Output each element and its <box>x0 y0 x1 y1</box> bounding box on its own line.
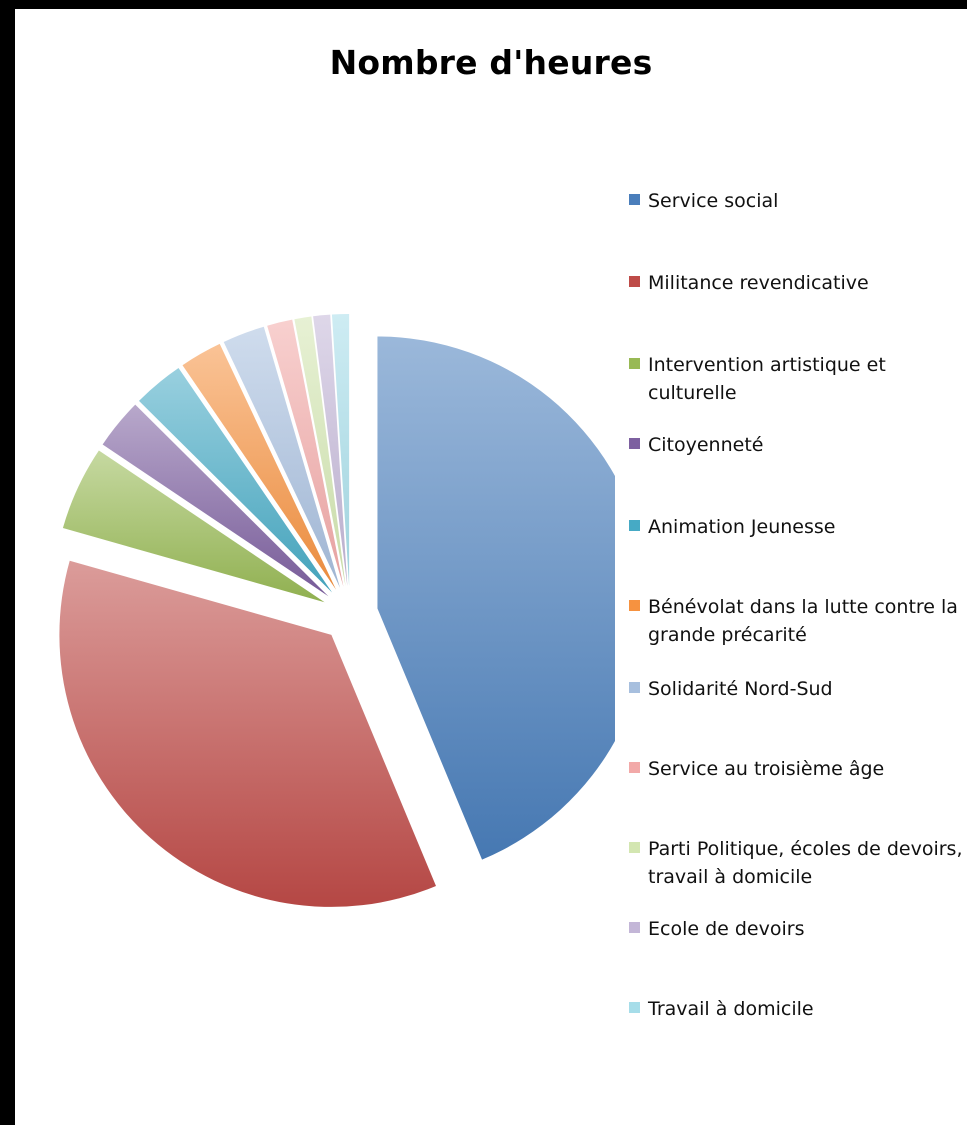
legend-label: Bénévolat dans la lutte contre la grande… <box>648 596 958 646</box>
pie-slice-3 <box>62 450 325 603</box>
legend-item: Travail à domicile <box>629 995 967 1023</box>
pie-slice-5 <box>138 367 333 593</box>
pie-chart <box>59 314 615 907</box>
legend-swatch <box>629 922 640 933</box>
legend-swatch <box>629 520 640 531</box>
legend-swatch <box>629 438 640 449</box>
chart-title: Nombre d'heures <box>329 43 653 82</box>
pie-slice-7 <box>223 326 341 588</box>
legend-item: Ecole de devoirs <box>629 915 967 943</box>
legend-label: Travail à domicile <box>648 998 814 1020</box>
legend-item: Service social <box>629 187 967 215</box>
pie-slice-9 <box>294 316 346 587</box>
legend-label: Animation Jeunesse <box>648 516 836 538</box>
legend-item: Citoyenneté <box>629 431 967 459</box>
legend-label: Service au troisième âge <box>648 758 885 780</box>
legend-label: Solidarité Nord-Sud <box>648 678 833 700</box>
legend-swatch <box>629 600 640 611</box>
legend-item: Service au troisième âge <box>629 755 967 783</box>
legend-item: Intervention artistique et culturelle <box>629 351 967 407</box>
pie-slice-10 <box>313 314 348 587</box>
legend-swatch <box>629 842 640 853</box>
legend-label: Citoyenneté <box>648 434 764 456</box>
legend-label: Ecole de devoirs <box>648 918 805 940</box>
legend-swatch <box>629 682 640 693</box>
legend-item: Bénévolat dans la lutte contre la grande… <box>629 593 967 649</box>
pie-slice-6 <box>182 343 337 590</box>
pie-slice-4 <box>102 404 329 597</box>
legend-swatch <box>629 762 640 773</box>
legend-item: Animation Jeunesse <box>629 513 967 541</box>
legend-label: Parti Politique, écoles de devoirs, trav… <box>648 838 963 888</box>
pie-slice-1 <box>377 336 615 860</box>
legend-item: Militance revendicative <box>629 269 967 297</box>
legend-swatch <box>629 194 640 205</box>
legend-swatch <box>629 276 640 287</box>
legend-label: Militance revendicative <box>648 272 869 294</box>
legend-item: Parti Politique, écoles de devoirs, trav… <box>629 835 967 891</box>
pie-slice-2 <box>59 560 436 907</box>
legend-swatch <box>629 358 640 369</box>
pie-slice-8 <box>267 319 344 587</box>
legend-item: Solidarité Nord-Sud <box>629 675 967 703</box>
legend-label: Intervention artistique et culturelle <box>648 354 886 404</box>
legend-swatch <box>629 1002 640 1013</box>
pie-slice-11 <box>331 314 350 587</box>
legend-label: Service social <box>648 190 779 212</box>
chart-frame: Nombre d'heures Service social Militance … <box>15 9 967 1125</box>
